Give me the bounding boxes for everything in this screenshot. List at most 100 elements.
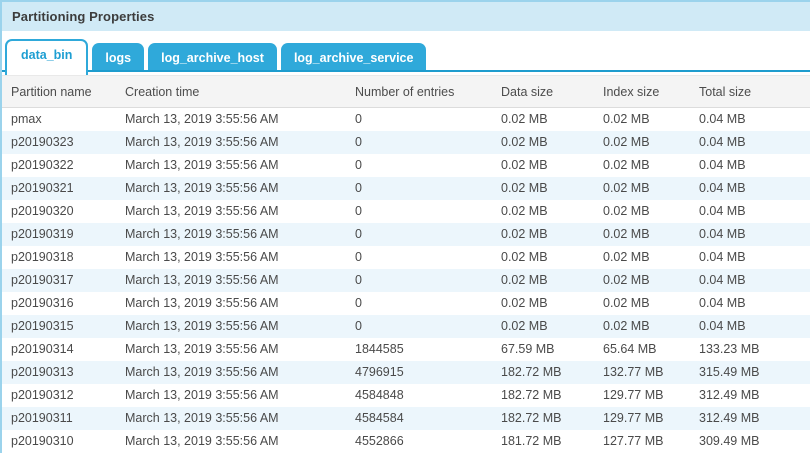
- cell-number-of-entries: 1844585: [355, 342, 404, 356]
- cell-index-size: 0.02 MB: [594, 222, 690, 246]
- column-header-number-of-entries: Number of entries: [346, 75, 492, 108]
- cell-data-size: 0.02 MB: [501, 112, 548, 127]
- cell-index-size: 0.02 MB: [603, 204, 650, 218]
- cell-partition-name: p20190315: [2, 314, 116, 338]
- cell-creation-time: March 13, 2019 3:55:56 AM: [116, 360, 346, 384]
- cell-creation-time: March 13, 2019 3:55:56 AM: [125, 250, 279, 264]
- cell-number-of-entries: 0: [346, 222, 492, 246]
- cell-index-size: 127.77 MB: [603, 434, 664, 448]
- table-row: p20190314 March 13, 2019 3:55:56 AM 184458…: [2, 338, 810, 361]
- tab-label: log_archive_host: [161, 50, 264, 65]
- cell-partition-name: pmax: [11, 112, 42, 127]
- cell-partition-name: p20190317: [2, 268, 116, 292]
- cell-creation-time: March 13, 2019 3:55:56 AM: [125, 388, 279, 402]
- cell-number-of-entries: 0: [355, 296, 362, 310]
- panel-title-bar: Partitioning Properties: [2, 2, 810, 31]
- cell-data-size: 182.72 MB: [492, 406, 594, 430]
- table-header: Partition name Creation time Number of e…: [2, 75, 810, 108]
- table-row: p20190323 March 13, 2019 3:55:56 AM 0 0.02 …: [2, 130, 810, 154]
- table-row: p20190316 March 13, 2019 3:55:56 AM 0 0.02 …: [2, 292, 810, 315]
- table-row: p20190320 March 13, 2019 3:55:56 AM 0 0.02 …: [2, 200, 810, 223]
- cell-partition-name: p20190314: [11, 342, 74, 356]
- cell-total-size: 0.04 MB: [699, 112, 746, 127]
- tab-logs[interactable]: logs: [92, 43, 145, 72]
- cell-creation-time: March 13, 2019 3:55:56 AM: [116, 314, 346, 338]
- tab-label: logs: [105, 50, 132, 65]
- cell-data-size: 0.02 MB: [501, 158, 548, 172]
- cell-index-size: 129.77 MB: [603, 388, 664, 402]
- cell-number-of-entries: 0: [346, 176, 492, 200]
- table-row: p20190310 March 13, 2019 3:55:56 AM 455286…: [2, 430, 810, 453]
- cell-number-of-entries: 0: [346, 130, 492, 154]
- cell-total-size: 0.04 MB: [690, 222, 810, 246]
- table-row: p20190321 March 13, 2019 3:55:56 AM 0 0.02 …: [2, 176, 810, 200]
- tab-data-bin[interactable]: data_bin: [5, 39, 89, 75]
- partitions-table: Partition name Creation time Number of e…: [2, 75, 810, 453]
- panel-title: Partitioning Properties: [12, 9, 155, 24]
- table-row: p20190317 March 13, 2019 3:55:56 AM 0 0.02 …: [2, 268, 810, 292]
- tab-log-archive-service[interactable]: log_archive_service: [280, 43, 427, 72]
- cell-partition-name: p20190312: [11, 388, 74, 402]
- cell-partition-name: p20190320: [11, 204, 74, 218]
- cell-index-size: 132.77 MB: [594, 360, 690, 384]
- cell-partition-name: p20190316: [11, 296, 74, 310]
- cell-data-size: 182.72 MB: [501, 388, 562, 402]
- cell-index-size: 0.02 MB: [594, 130, 690, 154]
- cell-creation-time: March 13, 2019 3:55:56 AM: [125, 296, 279, 310]
- cell-data-size: 67.59 MB: [501, 342, 555, 356]
- cell-index-size: 0.02 MB: [603, 296, 650, 310]
- cell-partition-name: p20190321: [2, 176, 116, 200]
- table-row: p20190319 March 13, 2019 3:55:56 AM 0 0.02 …: [2, 222, 810, 246]
- tab-log-archive-host[interactable]: log_archive_host: [148, 43, 277, 72]
- cell-creation-time: March 13, 2019 3:55:56 AM: [125, 434, 279, 448]
- cell-index-size: 65.64 MB: [603, 342, 657, 356]
- cell-index-size: 0.02 MB: [594, 314, 690, 338]
- tab-label: log_archive_service: [293, 50, 414, 65]
- tab-strip-divider: [2, 70, 810, 72]
- cell-index-size: 0.02 MB: [603, 112, 650, 127]
- cell-partition-name: p20190310: [11, 434, 74, 448]
- cell-data-size: 0.02 MB: [492, 222, 594, 246]
- cell-total-size: 0.04 MB: [690, 268, 810, 292]
- cell-creation-time: March 13, 2019 3:55:56 AM: [125, 158, 279, 172]
- cell-number-of-entries: 0: [355, 158, 362, 172]
- table-row: p20190318 March 13, 2019 3:55:56 AM 0 0.02 …: [2, 246, 810, 269]
- cell-total-size: 309.49 MB: [699, 434, 760, 448]
- cell-data-size: 0.02 MB: [492, 176, 594, 200]
- column-header-total-size: Total size: [690, 75, 810, 108]
- cell-data-size: 0.02 MB: [501, 250, 548, 264]
- cell-number-of-entries: 4584848: [355, 388, 404, 402]
- column-header-data-size: Data size: [492, 75, 594, 108]
- cell-number-of-entries: 4552866: [355, 434, 404, 448]
- cell-partition-name: p20190319: [2, 222, 116, 246]
- cell-data-size: 182.72 MB: [492, 360, 594, 384]
- cell-total-size: 0.04 MB: [690, 130, 810, 154]
- cell-creation-time: March 13, 2019 3:55:56 AM: [116, 268, 346, 292]
- table-row: p20190311 March 13, 2019 3:55:56 AM 458458…: [2, 406, 810, 430]
- cell-total-size: 133.23 MB: [699, 342, 760, 356]
- cell-creation-time: March 13, 2019 3:55:56 AM: [125, 204, 279, 218]
- cell-index-size: 0.02 MB: [594, 176, 690, 200]
- cell-number-of-entries: 4796915: [346, 360, 492, 384]
- table-row: p20190322 March 13, 2019 3:55:56 AM 0 0.02 …: [2, 154, 810, 177]
- table-row: p20190312 March 13, 2019 3:55:56 AM 458484…: [2, 384, 810, 407]
- cell-number-of-entries: 0: [355, 250, 362, 264]
- cell-creation-time: March 13, 2019 3:55:56 AM: [125, 342, 279, 356]
- cell-partition-name: p20190313: [2, 360, 116, 384]
- column-header-partition-name: Partition name: [2, 75, 116, 108]
- cell-data-size: 0.02 MB: [492, 130, 594, 154]
- cell-data-size: 0.02 MB: [501, 296, 548, 310]
- column-header-creation-time: Creation time: [116, 75, 346, 108]
- cell-data-size: 0.02 MB: [492, 268, 594, 292]
- table-row: p20190313 March 13, 2019 3:55:56 AM 479691…: [2, 360, 810, 384]
- cell-creation-time: March 13, 2019 3:55:56 AM: [116, 176, 346, 200]
- cell-index-size: 129.77 MB: [594, 406, 690, 430]
- cell-total-size: 312.49 MB: [690, 406, 810, 430]
- cell-total-size: 312.49 MB: [699, 388, 760, 402]
- cell-total-size: 315.49 MB: [690, 360, 810, 384]
- cell-creation-time: March 13, 2019 3:55:56 AM: [116, 130, 346, 154]
- cell-total-size: 0.04 MB: [699, 158, 746, 172]
- cell-data-size: 0.02 MB: [501, 204, 548, 218]
- cell-number-of-entries: 0: [355, 112, 362, 127]
